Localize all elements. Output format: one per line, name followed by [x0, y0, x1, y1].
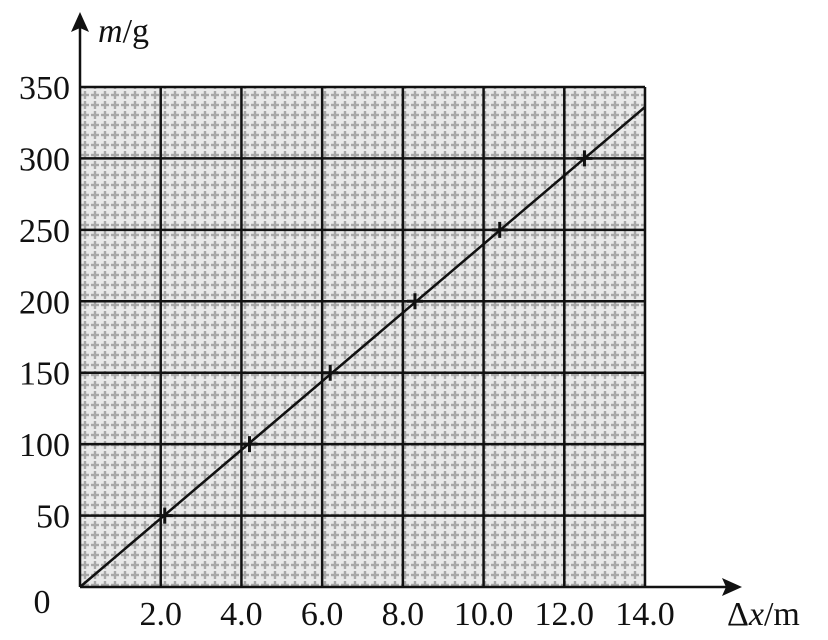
x-tick-labels: 2.0 4.0 6.0 8.0 10.0 12.0 14.0: [139, 596, 674, 633]
origin-label: 0: [34, 584, 51, 621]
major-grid: [80, 85, 647, 587]
data-point-marker: [406, 293, 423, 310]
axes: [71, 12, 742, 596]
x-tick-label: 12.0: [535, 596, 595, 633]
x-axis-delta: Δ: [727, 596, 749, 633]
y-axis-arrow: [71, 12, 89, 32]
y-tick-label: 300: [19, 141, 70, 178]
x-axis-var: x: [748, 596, 764, 633]
fit-line: [79, 106, 646, 588]
data-point-marker: [241, 436, 258, 453]
plot-background: [80, 87, 645, 587]
data-point-marker: [576, 150, 593, 167]
y-tick-label: 350: [19, 70, 70, 107]
y-tick-labels: 50 100 150 200 250 300 350: [19, 70, 70, 536]
x-tick-label: 4.0: [220, 596, 263, 633]
data-point-marker: [491, 221, 508, 238]
y-axis-unit: /g: [123, 13, 149, 50]
y-axis-title: m/g: [98, 13, 149, 50]
data-points: [156, 150, 593, 524]
y-tick-label: 200: [19, 284, 70, 321]
y-tick-label: 100: [19, 427, 70, 464]
fit-line-group: [79, 106, 646, 588]
x-tick-label: 6.0: [301, 596, 344, 633]
data-point-marker: [322, 364, 339, 381]
x-axis-arrow: [722, 578, 742, 596]
x-axis-title: Δx/m: [727, 596, 800, 633]
x-tick-label: 14.0: [615, 596, 675, 633]
x-tick-label: 8.0: [382, 596, 425, 633]
y-tick-label: 250: [19, 213, 70, 250]
x-tick-label: 10.0: [454, 596, 514, 633]
x-tick-label: 2.0: [139, 596, 182, 633]
y-tick-label: 150: [19, 356, 70, 393]
data-point-marker: [156, 507, 173, 524]
y-axis-var: m: [98, 13, 123, 50]
y-tick-label: 50: [36, 499, 70, 536]
x-axis-unit: /m: [764, 596, 800, 633]
